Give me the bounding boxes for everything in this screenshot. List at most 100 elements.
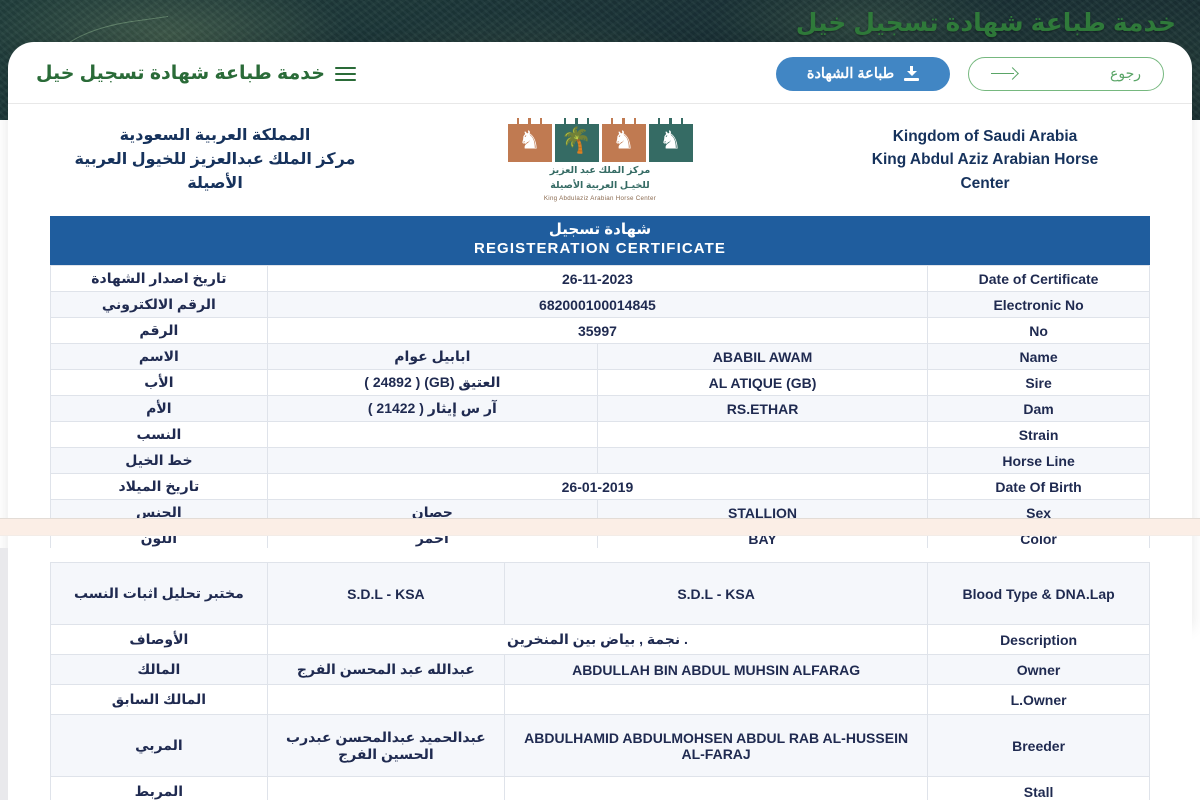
cell-english-value — [596, 421, 929, 449]
cell-arabic-label: المالك السابق — [50, 684, 268, 715]
logo-english-caption: King Abdulaziz Arabian Horse Center — [543, 194, 657, 202]
horse-glyph: ♞ — [659, 126, 682, 155]
logo-panel-3: 🌴 — [554, 118, 599, 162]
cell-arabic-label: الرقم الالكتروني — [50, 291, 268, 319]
cell-english-value: نجمة , بياض بين المنخرين . — [266, 624, 929, 655]
org-ar-line-2: مركز الملك عبدالعزيز للخيول العربية — [74, 150, 356, 168]
cell-english-label: No — [927, 317, 1150, 345]
cell-arabic-label: مختبر تحليل اثبات النسب — [50, 562, 268, 625]
table-row: L.Owner المالك السابق — [50, 684, 1150, 715]
center-logo: ♞ ♞ 🌴 ♞ مركز الملك عبد العزيز — [502, 118, 698, 202]
org-en-line-3: Center — [960, 174, 1010, 192]
table-row: Electronic No 682000100014845 الرقم الالكت… — [50, 291, 1150, 319]
cell-arabic-value — [266, 776, 506, 800]
certificate-table-page-1: Date of Certificate 26-11-2023 تاريخ اصدار… — [50, 265, 1150, 576]
cell-english-value: S.D.L - KSA — [504, 562, 929, 625]
cell-arabic-label: الرقم — [50, 317, 268, 345]
cell-english-value — [504, 776, 929, 800]
org-ar-line-1: المملكة العربية السعودية — [119, 126, 311, 144]
cell-english-value: 26-01-2019 — [266, 473, 929, 501]
cell-english-label: Stall — [927, 776, 1150, 800]
organization-name-en: Kingdom of Saudi Arabia King Abdul Aziz … — [820, 125, 1150, 195]
cell-arabic-label: الأب — [50, 369, 268, 397]
cell-english-label: Dam — [927, 395, 1150, 423]
header-title-group: خدمة طباعة شهادة تسجيل خيل — [36, 61, 356, 87]
cell-english-label: Sire — [927, 369, 1150, 397]
cell-english-value: 682000100014845 — [266, 291, 929, 319]
cell-arabic-label: تاريخ اصدار الشهادة — [50, 265, 268, 293]
cell-arabic-value: آر س إيثار ( 21422 ) — [266, 395, 598, 423]
cell-english-value: RS.ETHAR — [596, 395, 929, 423]
cell-english-label: Blood Type & DNA.Lap — [927, 562, 1150, 625]
cell-arabic-value — [266, 447, 598, 475]
page-title: خدمة طباعة شهادة تسجيل خيل — [36, 62, 325, 84]
print-certificate-button[interactable]: طباعة الشهادة — [776, 56, 950, 91]
cell-arabic-value: S.D.L - KSA — [266, 562, 506, 625]
print-button-label: طباعة الشهادة — [806, 65, 895, 82]
cell-arabic-value: ابابيل عوام — [266, 343, 598, 371]
table-row: Sire AL ATIQUE (GB) العتيق (GB) ( 24892 ) ا… — [50, 369, 1150, 397]
cell-arabic-label: الأم — [50, 395, 268, 423]
cell-arabic-value: عبدالحميد عبدالمحسن عبدرب الحسين الفرج — [266, 714, 506, 777]
table-row: Dam RS.ETHAR آر س إيثار ( 21422 ) الأم — [50, 395, 1150, 423]
table-row: Date of Certificate 26-11-2023 تاريخ اصدار… — [50, 265, 1150, 293]
palm-glyph: 🌴 — [560, 126, 593, 155]
cell-english-value: 26-11-2023 — [266, 265, 929, 293]
cell-arabic-value — [266, 421, 598, 449]
organization-name-ar: المملكة العربية السعودية مركز الملك عبدا… — [50, 124, 380, 196]
horse-glyph: ♞ — [518, 126, 541, 155]
table-row: Owner ABDULLAH BIN ABDUL MUHSIN ALFARAG عب… — [50, 654, 1150, 685]
cell-arabic-label: تاريخ الميلاد — [50, 473, 268, 501]
logo-panel-4: ♞ — [507, 118, 552, 162]
certificate-title-en: REGISTERATION CERTIFICATE — [474, 239, 726, 257]
cell-arabic-label: خط الخيل — [50, 447, 268, 475]
certificate-page-2: Blood Type & DNA.Lap S.D.L - KSA S.D.L - K… — [8, 548, 1192, 800]
table-row: Stall المربط — [50, 776, 1150, 800]
certificate-table-page-2: Blood Type & DNA.Lap S.D.L - KSA S.D.L - K… — [50, 562, 1150, 800]
org-en-line-1: Kingdom of Saudi Arabia — [892, 128, 1078, 145]
cell-english-value: ABDULHAMID ABDULMOHSEN ABDUL RAB AL-HUSS… — [504, 714, 929, 777]
cell-arabic-label: المربط — [50, 776, 268, 800]
page-separator-band — [0, 518, 1200, 536]
cell-english-label: Date of Certificate — [927, 265, 1150, 293]
back-button[interactable]: رجوع — [968, 56, 1164, 91]
cell-arabic-label: الأوصاف — [50, 624, 268, 655]
cell-english-label: Date Of Birth — [927, 473, 1150, 501]
hamburger-icon[interactable] — [334, 61, 356, 82]
table-row: Date Of Birth 26-01-2019 تاريخ الميلاد — [50, 473, 1150, 501]
logo-arabic-line-2: للخيـل العربية الأصيلة — [550, 179, 650, 191]
logo-panels: ♞ ♞ 🌴 ♞ — [507, 118, 693, 162]
certificate-letterhead: Kingdom of Saudi Arabia King Abdul Aziz … — [8, 104, 1192, 212]
cell-arabic-label: الاسم — [50, 343, 268, 371]
cell-english-label: L.Owner — [927, 684, 1150, 715]
card-header: خدمة طباعة شهادة تسجيل خيل رجوع طباعة ال… — [8, 42, 1192, 104]
page2-left-edge — [0, 548, 8, 800]
cell-english-value — [596, 447, 929, 475]
table-row: Blood Type & DNA.Lap S.D.L - KSA S.D.L - K… — [50, 562, 1150, 625]
cell-arabic-value — [266, 684, 506, 715]
org-en-line-2: King Abdul Aziz Arabian Horse — [871, 151, 1099, 169]
cell-english-label: Electronic No — [927, 291, 1150, 319]
table-row: Name ABABIL AWAM ابابيل عوام الاسم — [50, 343, 1150, 371]
cell-english-value: ABDULLAH BIN ABDUL MUHSIN ALFARAG — [504, 654, 929, 685]
cell-english-label: Horse Line — [927, 447, 1150, 475]
certificate-card: خدمة طباعة شهادة تسجيل خيل رجوع طباعة ال… — [8, 42, 1192, 632]
logo-arabic-line-1: مركز الملك عبد العزيز — [549, 165, 651, 176]
certificate-title-ar: شهادة تسجيل — [548, 220, 652, 238]
cell-english-label: Breeder — [927, 714, 1150, 777]
cell-english-label: Name — [927, 343, 1150, 371]
org-ar-line-3: الأصيلة — [187, 174, 243, 192]
horse-glyph: ♞ — [612, 126, 635, 155]
cell-english-label: Description — [927, 624, 1150, 655]
download-icon — [904, 66, 920, 81]
certificate-title-bar: شهادة تسجيل REGISTERATION CERTIFICATE — [50, 215, 1150, 266]
cell-english-value: 35997 — [266, 317, 929, 345]
table-row: Horse Line خط الخيل — [50, 447, 1150, 475]
cell-arabic-value: عبدالله عبد المحسن الفرج — [266, 654, 506, 685]
table-row: No 35997 الرقم — [50, 317, 1150, 345]
table-row: Strain النسب — [50, 421, 1150, 449]
cell-english-label: Owner — [927, 654, 1150, 685]
cell-arabic-label: المالك — [50, 654, 268, 685]
cell-arabic-value: العتيق (GB) ( 24892 ) — [266, 369, 598, 397]
